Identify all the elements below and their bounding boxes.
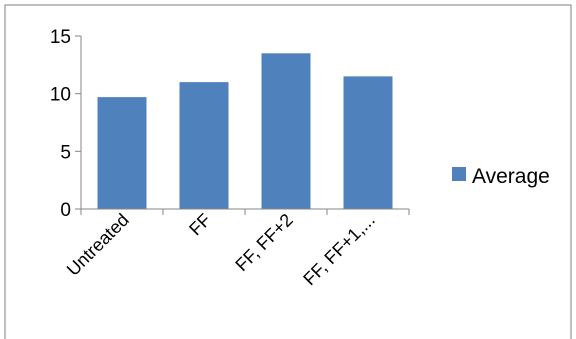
y-tick-label: 5 — [60, 142, 71, 163]
legend-label-average: Average — [472, 165, 550, 188]
y-tick-label: 10 — [50, 85, 71, 106]
bar — [97, 97, 147, 209]
y-axis-ticks — [75, 35, 81, 210]
bar — [343, 76, 393, 209]
legend: Average — [452, 165, 550, 188]
y-tick-label: 15 — [50, 27, 71, 48]
x-category-label: Untreated — [63, 210, 133, 280]
bar — [261, 53, 311, 209]
legend-swatch-average — [452, 167, 466, 181]
x-axis-category-labels: Untreated FF FF, FF+2 FF, FF+1,... — [63, 210, 379, 290]
y-tick-label: 0 — [60, 200, 71, 221]
bars — [97, 53, 393, 209]
x-category-label: FF — [185, 210, 215, 240]
y-axis-tick-labels: 0 5 10 15 — [50, 27, 71, 221]
x-category-label: FF, FF+1,... — [299, 210, 379, 290]
bar — [179, 82, 229, 209]
chart-border — [4, 4, 572, 339]
x-category-label: FF, FF+2 — [231, 210, 296, 275]
x-axis-ticks — [80, 209, 410, 215]
